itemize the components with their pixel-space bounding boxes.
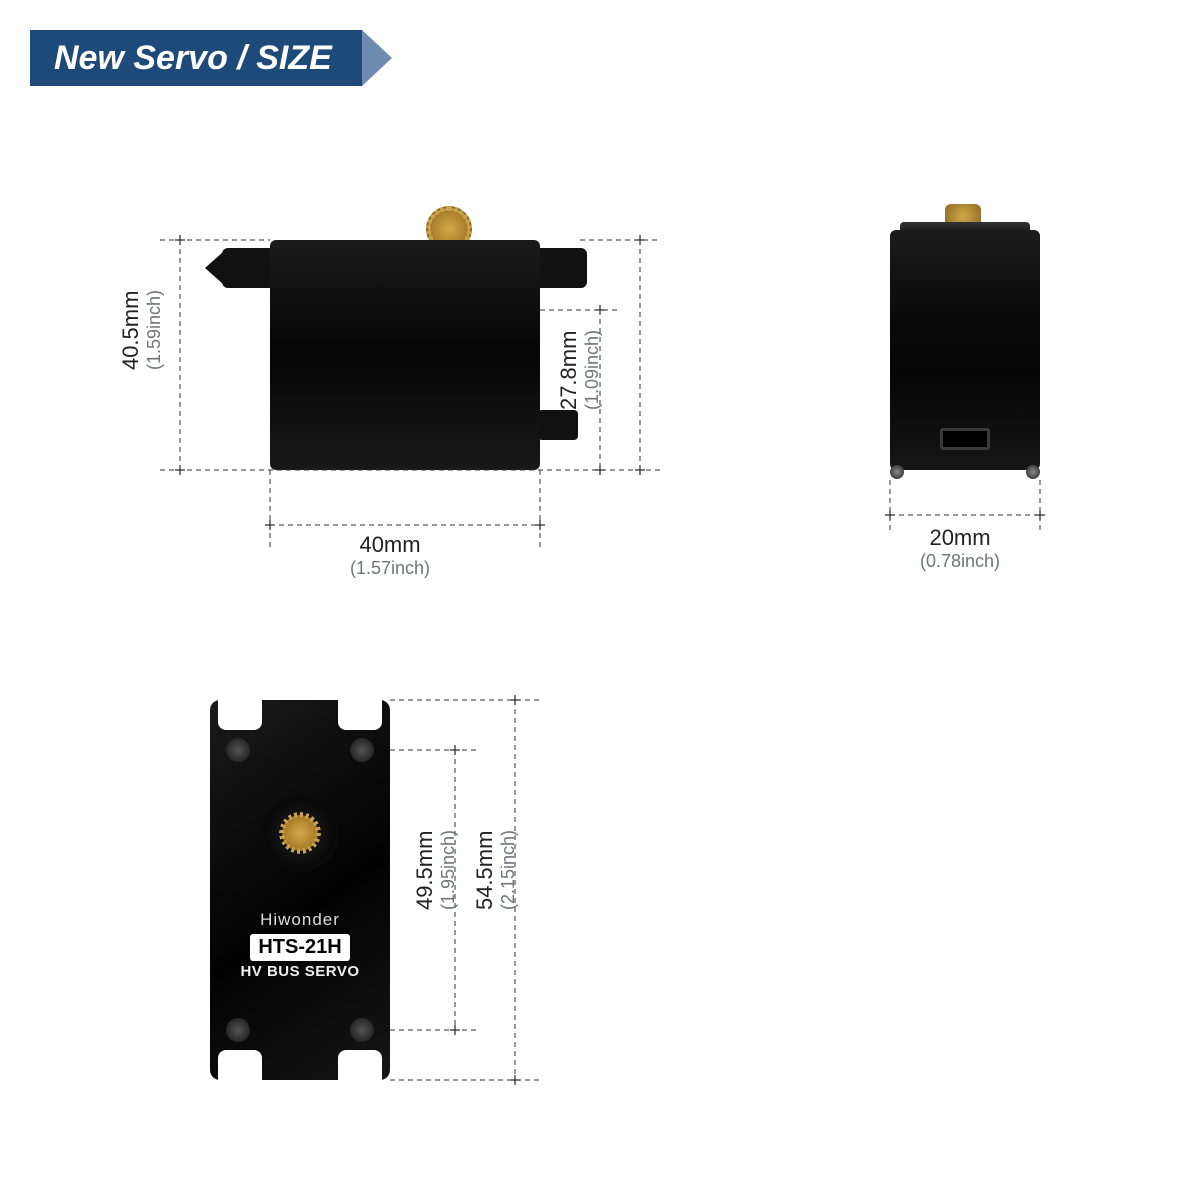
dim-top-inner: 49.5mm (1.95inch) (412, 830, 459, 910)
servo-side-view: 40.5mm (1.59inch) 27.8mm (1.09inch) 40mm… (100, 180, 700, 600)
dim-mm: 27.8mm (556, 330, 582, 410)
dim-mm: 54.5mm (472, 830, 498, 910)
title-banner: New Servo / SIZE (30, 30, 392, 86)
dim-inch: (1.59inch) (144, 290, 165, 370)
banner-tail (362, 30, 392, 86)
dim-side-height: 40.5mm (1.59inch) (118, 290, 165, 370)
dim-mm: 40mm (350, 532, 430, 558)
dim-inch: (1.95inch) (438, 830, 459, 910)
servo-top-view: Hiwonder HTS-21H HV BUS SERVO 49.5mm (1.… (170, 680, 690, 1160)
dim-inch: (1.57inch) (350, 558, 430, 579)
dim-end-width: 20mm (0.78inch) (920, 525, 1000, 572)
dim-mm: 40.5mm (118, 290, 144, 370)
title-text: New Servo / SIZE (30, 30, 362, 86)
dim-inch: (1.09inch) (582, 330, 603, 410)
dim-mm: 49.5mm (412, 830, 438, 910)
dim-side-inner: 27.8mm (1.09inch) (556, 330, 603, 410)
dim-top-full: 54.5mm (2.15inch) (472, 830, 519, 910)
servo-end-view: 20mm (0.78inch) (830, 180, 1170, 600)
dim-mm: 20mm (920, 525, 1000, 551)
dim-inch: (2.15inch) (498, 830, 519, 910)
dim-side-width: 40mm (1.57inch) (350, 532, 430, 579)
dim-inch: (0.78inch) (920, 551, 1000, 572)
dimension-lines (170, 680, 690, 1160)
